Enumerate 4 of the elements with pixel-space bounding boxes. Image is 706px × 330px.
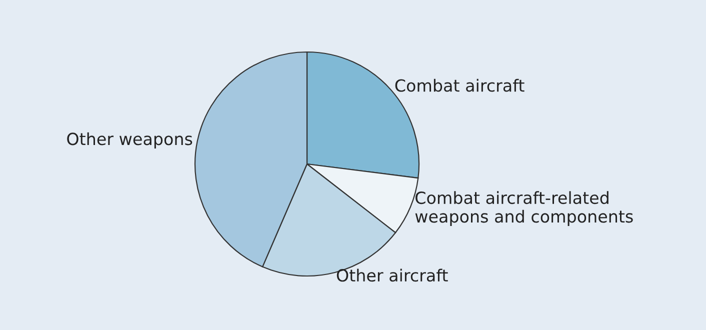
slice-label: Combat aircraft-related weapons and components <box>415 191 633 226</box>
slice-label: Other weapons <box>67 132 192 148</box>
slice-label: Other aircraft <box>336 268 448 282</box>
slice-label: Combat aircraft <box>395 78 524 92</box>
